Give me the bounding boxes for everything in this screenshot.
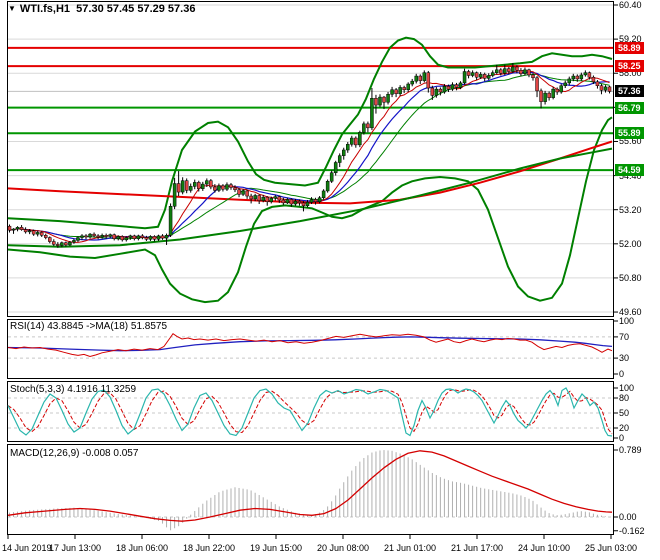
time-axis-label: 17 Jun 13:00 — [48, 543, 102, 553]
price-level-tag: 56.79 — [615, 101, 644, 114]
time-axis[interactable]: 14 Jun 2019 17 Jun 13:00 18 Jun 06:00 18 Ju… — [0, 541, 660, 557]
price-axis[interactable]: 60.4059.2058.0056.8055.6054.4053.2052.00… — [614, 0, 660, 560]
y-axis-tick-label: 100 — [619, 383, 635, 393]
y-axis-tick-label: 50.80 — [619, 272, 642, 283]
symbol-dropdown-icon[interactable]: ▼ — [8, 4, 16, 13]
y-axis-tick-label: 70 — [619, 331, 630, 342]
time-axis-label: 25 Jun 03:00 — [584, 543, 638, 553]
time-axis-label: 14 Jun 2019 — [2, 543, 52, 553]
stoch-indicator-label: Stoch(5,3,3) 4.1916 11.3259 — [10, 384, 137, 395]
time-axis-label: 21 Jun 17:00 — [450, 543, 504, 553]
y-axis-tick-label: 0.00 — [619, 512, 637, 522]
y-axis-tick-label: 50 — [619, 408, 630, 418]
y-axis-tick-label: 59.20 — [619, 34, 642, 45]
price-level-tag: 57.36 — [615, 85, 644, 98]
time-axis-label: 19 Jun 15:00 — [249, 543, 303, 553]
time-axis-label: 20 Jun 08:00 — [316, 543, 370, 553]
time-axis-label: 21 Jun 01:00 — [383, 543, 437, 553]
price-level-tag: 55.89 — [615, 127, 644, 140]
y-axis-tick-label: 49.60 — [619, 307, 642, 318]
price-level-tag: 58.89 — [615, 41, 644, 54]
time-axis-label: 18 Jun 06:00 — [115, 543, 169, 553]
y-axis-tick-label: 0.789 — [619, 445, 642, 455]
y-axis-tick-label: 0 — [619, 369, 625, 379]
y-axis-tick-label: 0 — [619, 433, 625, 443]
y-axis-tick-label: -0.162 — [619, 525, 645, 536]
y-axis-tick-label: 58.00 — [619, 68, 642, 79]
y-axis-tick-label: 60.40 — [619, 0, 642, 10]
price-level-tag: 54.59 — [615, 164, 644, 177]
y-axis-tick-label: 100 — [619, 316, 635, 326]
ohlc-readout: 57.30 57.45 57.29 57.36 — [76, 3, 196, 15]
macd-indicator-label: MACD(12,26,9) -0.008 0.057 — [10, 448, 139, 459]
time-axis-label: 18 Jun 22:00 — [182, 543, 236, 553]
y-axis-tick-label: 80 — [619, 393, 630, 403]
y-axis-tick-label: 55.60 — [619, 136, 642, 147]
chart-symbol-title: ▼ WTI.fs,H1 57.30 57.45 57.29 57.36 — [8, 3, 195, 15]
y-axis-tick-label: 30 — [619, 353, 630, 364]
y-axis-tick-label: 20 — [619, 423, 630, 433]
time-axis-label: 24 Jun 10:00 — [517, 543, 571, 553]
y-axis-tick-label: 53.20 — [619, 204, 642, 215]
price-level-tag: 58.25 — [615, 60, 644, 73]
symbol-label: WTI.fs,H1 — [19, 3, 71, 15]
rsi-indicator-label: RSI(14) 43.8845 ->MA(18) 51.8575 — [10, 321, 168, 332]
y-axis-tick-label: 52.00 — [619, 238, 642, 249]
